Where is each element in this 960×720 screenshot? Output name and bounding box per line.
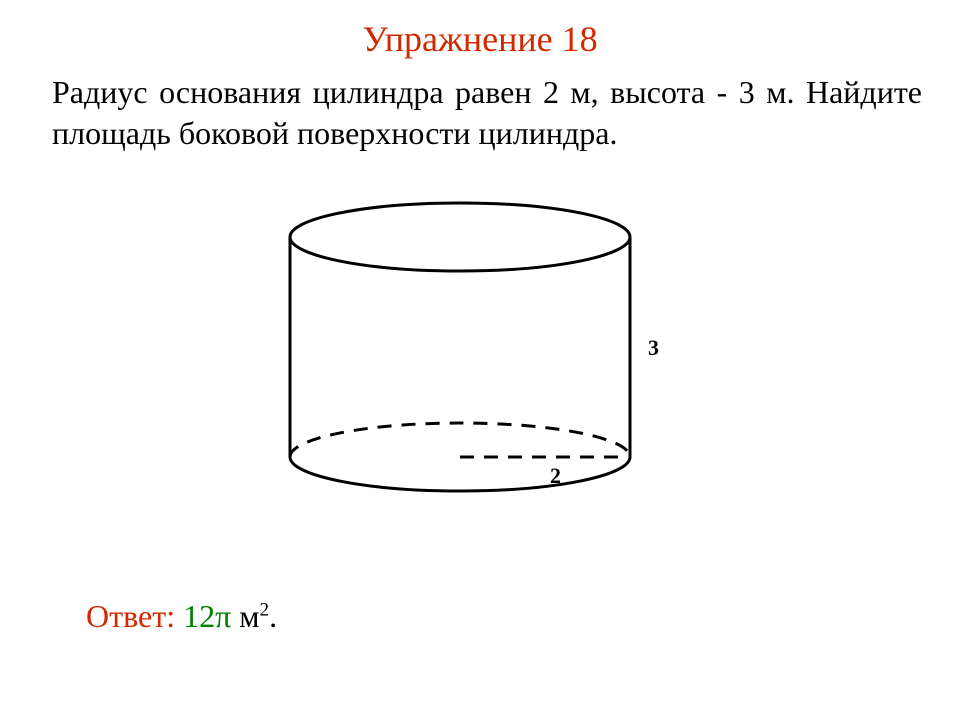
answer-number: 12	[183, 598, 215, 634]
answer-row: Ответ: 12π м2.	[86, 598, 277, 635]
answer-unit: м2.	[239, 598, 277, 634]
problem-statement: Радиус основания цилиндра равен 2 м, выс…	[52, 72, 922, 154]
cylinder-svg: 3 2	[270, 195, 690, 505]
cylinder-bottom-back	[290, 423, 630, 457]
answer-unit-prefix: м	[239, 598, 259, 634]
answer-unit-super: 2	[260, 599, 270, 620]
cylinder-radius-label: 2	[550, 463, 561, 488]
cylinder-figure: 3 2	[270, 195, 690, 505]
cylinder-top-ellipse	[290, 203, 630, 271]
answer-label: Ответ:	[86, 598, 175, 634]
exercise-title: Упражнение 18	[0, 18, 960, 60]
cylinder-height-label: 3	[648, 335, 659, 360]
cylinder-bottom-front	[290, 457, 630, 491]
answer-pi: π	[215, 598, 231, 634]
answer-unit-suffix: .	[269, 598, 277, 634]
page: Упражнение 18 Радиус основания цилиндра …	[0, 0, 960, 720]
